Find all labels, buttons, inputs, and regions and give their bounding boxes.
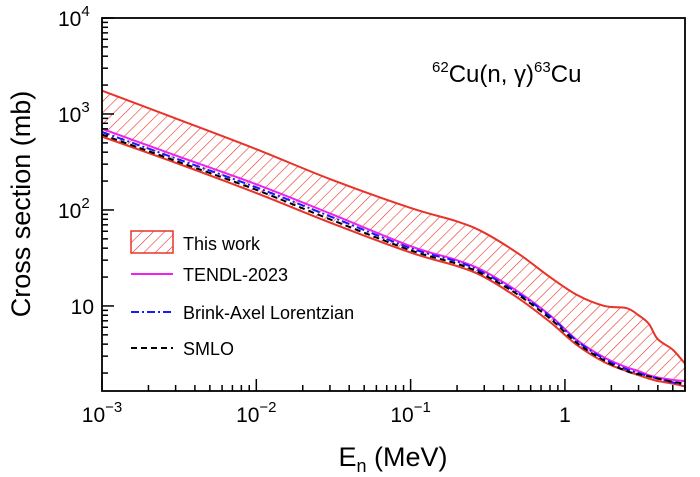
reaction-annotation: 62Cu(n, γ)63Cu: [432, 59, 581, 88]
x-tick-label: 10−2: [236, 399, 276, 427]
x-axis-ticks: 10−3 10−2 10−1 1: [82, 379, 686, 427]
series-line-brink-axel-lorentzian: [102, 130, 685, 387]
band-this-work-lower: [102, 135, 685, 388]
plot-area: [102, 89, 685, 388]
legend: This work TENDL-2023 Brink-Axel Lorentzi…: [130, 230, 354, 359]
legend-swatch-this-work: [130, 230, 174, 254]
legend-label-smlo: SMLO: [183, 339, 234, 359]
y-tick-label: 102: [58, 195, 90, 223]
x-axis-title: En (MeV): [338, 442, 447, 476]
y-tick-label: 104: [58, 3, 90, 31]
legend-label-tendl: TENDL-2023: [183, 265, 288, 285]
legend-label-brink-axel: Brink-Axel Lorentzian: [183, 303, 354, 323]
band-this-work-upper: [102, 89, 685, 365]
y-axis-title: Cross section (mb): [6, 91, 36, 318]
x-tick-label: 10−3: [82, 399, 122, 427]
x-tick-label: 10−1: [390, 399, 430, 427]
y-tick-label: 10: [71, 296, 94, 319]
x-tick-label: 1: [559, 404, 571, 427]
legend-label-this-work: This work: [183, 234, 261, 254]
y-axis-ticks: 10 102 103 104: [58, 3, 114, 374]
plot-frame: [101, 17, 686, 392]
series-line-smlo: [102, 133, 685, 385]
y-tick-label: 103: [58, 99, 90, 127]
